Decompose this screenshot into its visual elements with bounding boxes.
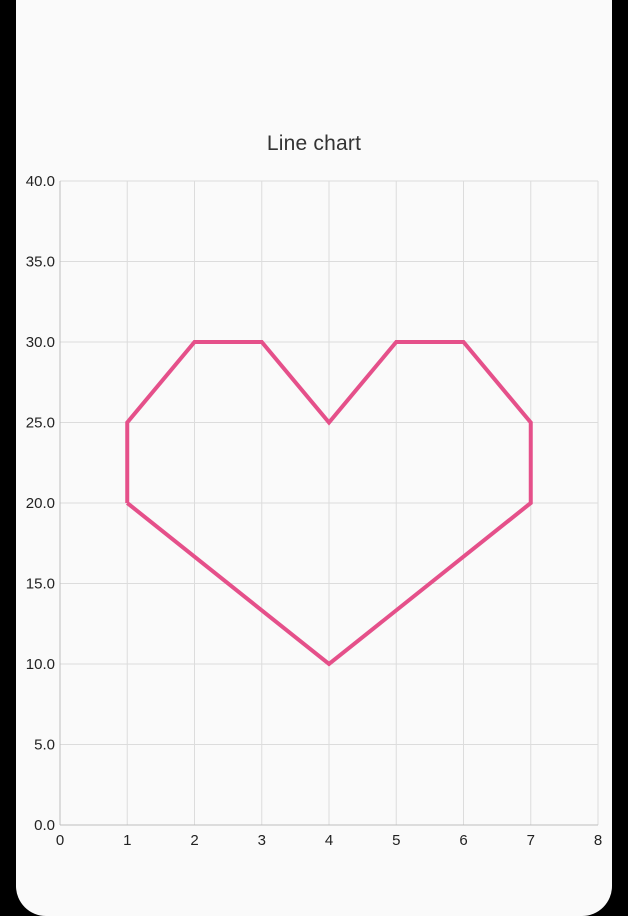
x-tick-label: 3 [258, 832, 266, 849]
x-tick-label: 7 [527, 832, 535, 849]
x-tick-label: 8 [594, 832, 602, 849]
y-tick-label: 25.0 [26, 415, 55, 432]
y-tick-label: 10.0 [26, 656, 55, 673]
x-tick-label: 5 [392, 832, 400, 849]
x-tick-label: 2 [190, 832, 198, 849]
series-line [125, 340, 533, 667]
y-tick-label: 20.0 [26, 495, 55, 512]
y-tick-label: 5.0 [34, 737, 55, 754]
x-tick-label: 4 [325, 832, 333, 849]
y-tick-label: 0.0 [34, 817, 55, 834]
x-tick-label: 0 [56, 832, 64, 849]
app-screen: Line chart 0 1 2 3 4 5 6 7 8 0.0 5.0 10.0 15.0 20.0 25… [16, 0, 612, 916]
x-tick-label: 6 [459, 832, 467, 849]
chart-title: Line chart [266, 132, 362, 155]
y-tick-label: 35.0 [26, 254, 55, 271]
y-tick-label: 40.0 [26, 173, 55, 190]
line-chart: 0 1 2 3 4 5 6 7 8 0.0 5.0 10.0 15.0 20.0 25.0 30.0 35.0 4… [26, 173, 602, 849]
x-tick-label: 1 [123, 832, 131, 849]
y-tick-label: 30.0 [26, 334, 55, 351]
y-tick-label: 15.0 [26, 576, 55, 593]
